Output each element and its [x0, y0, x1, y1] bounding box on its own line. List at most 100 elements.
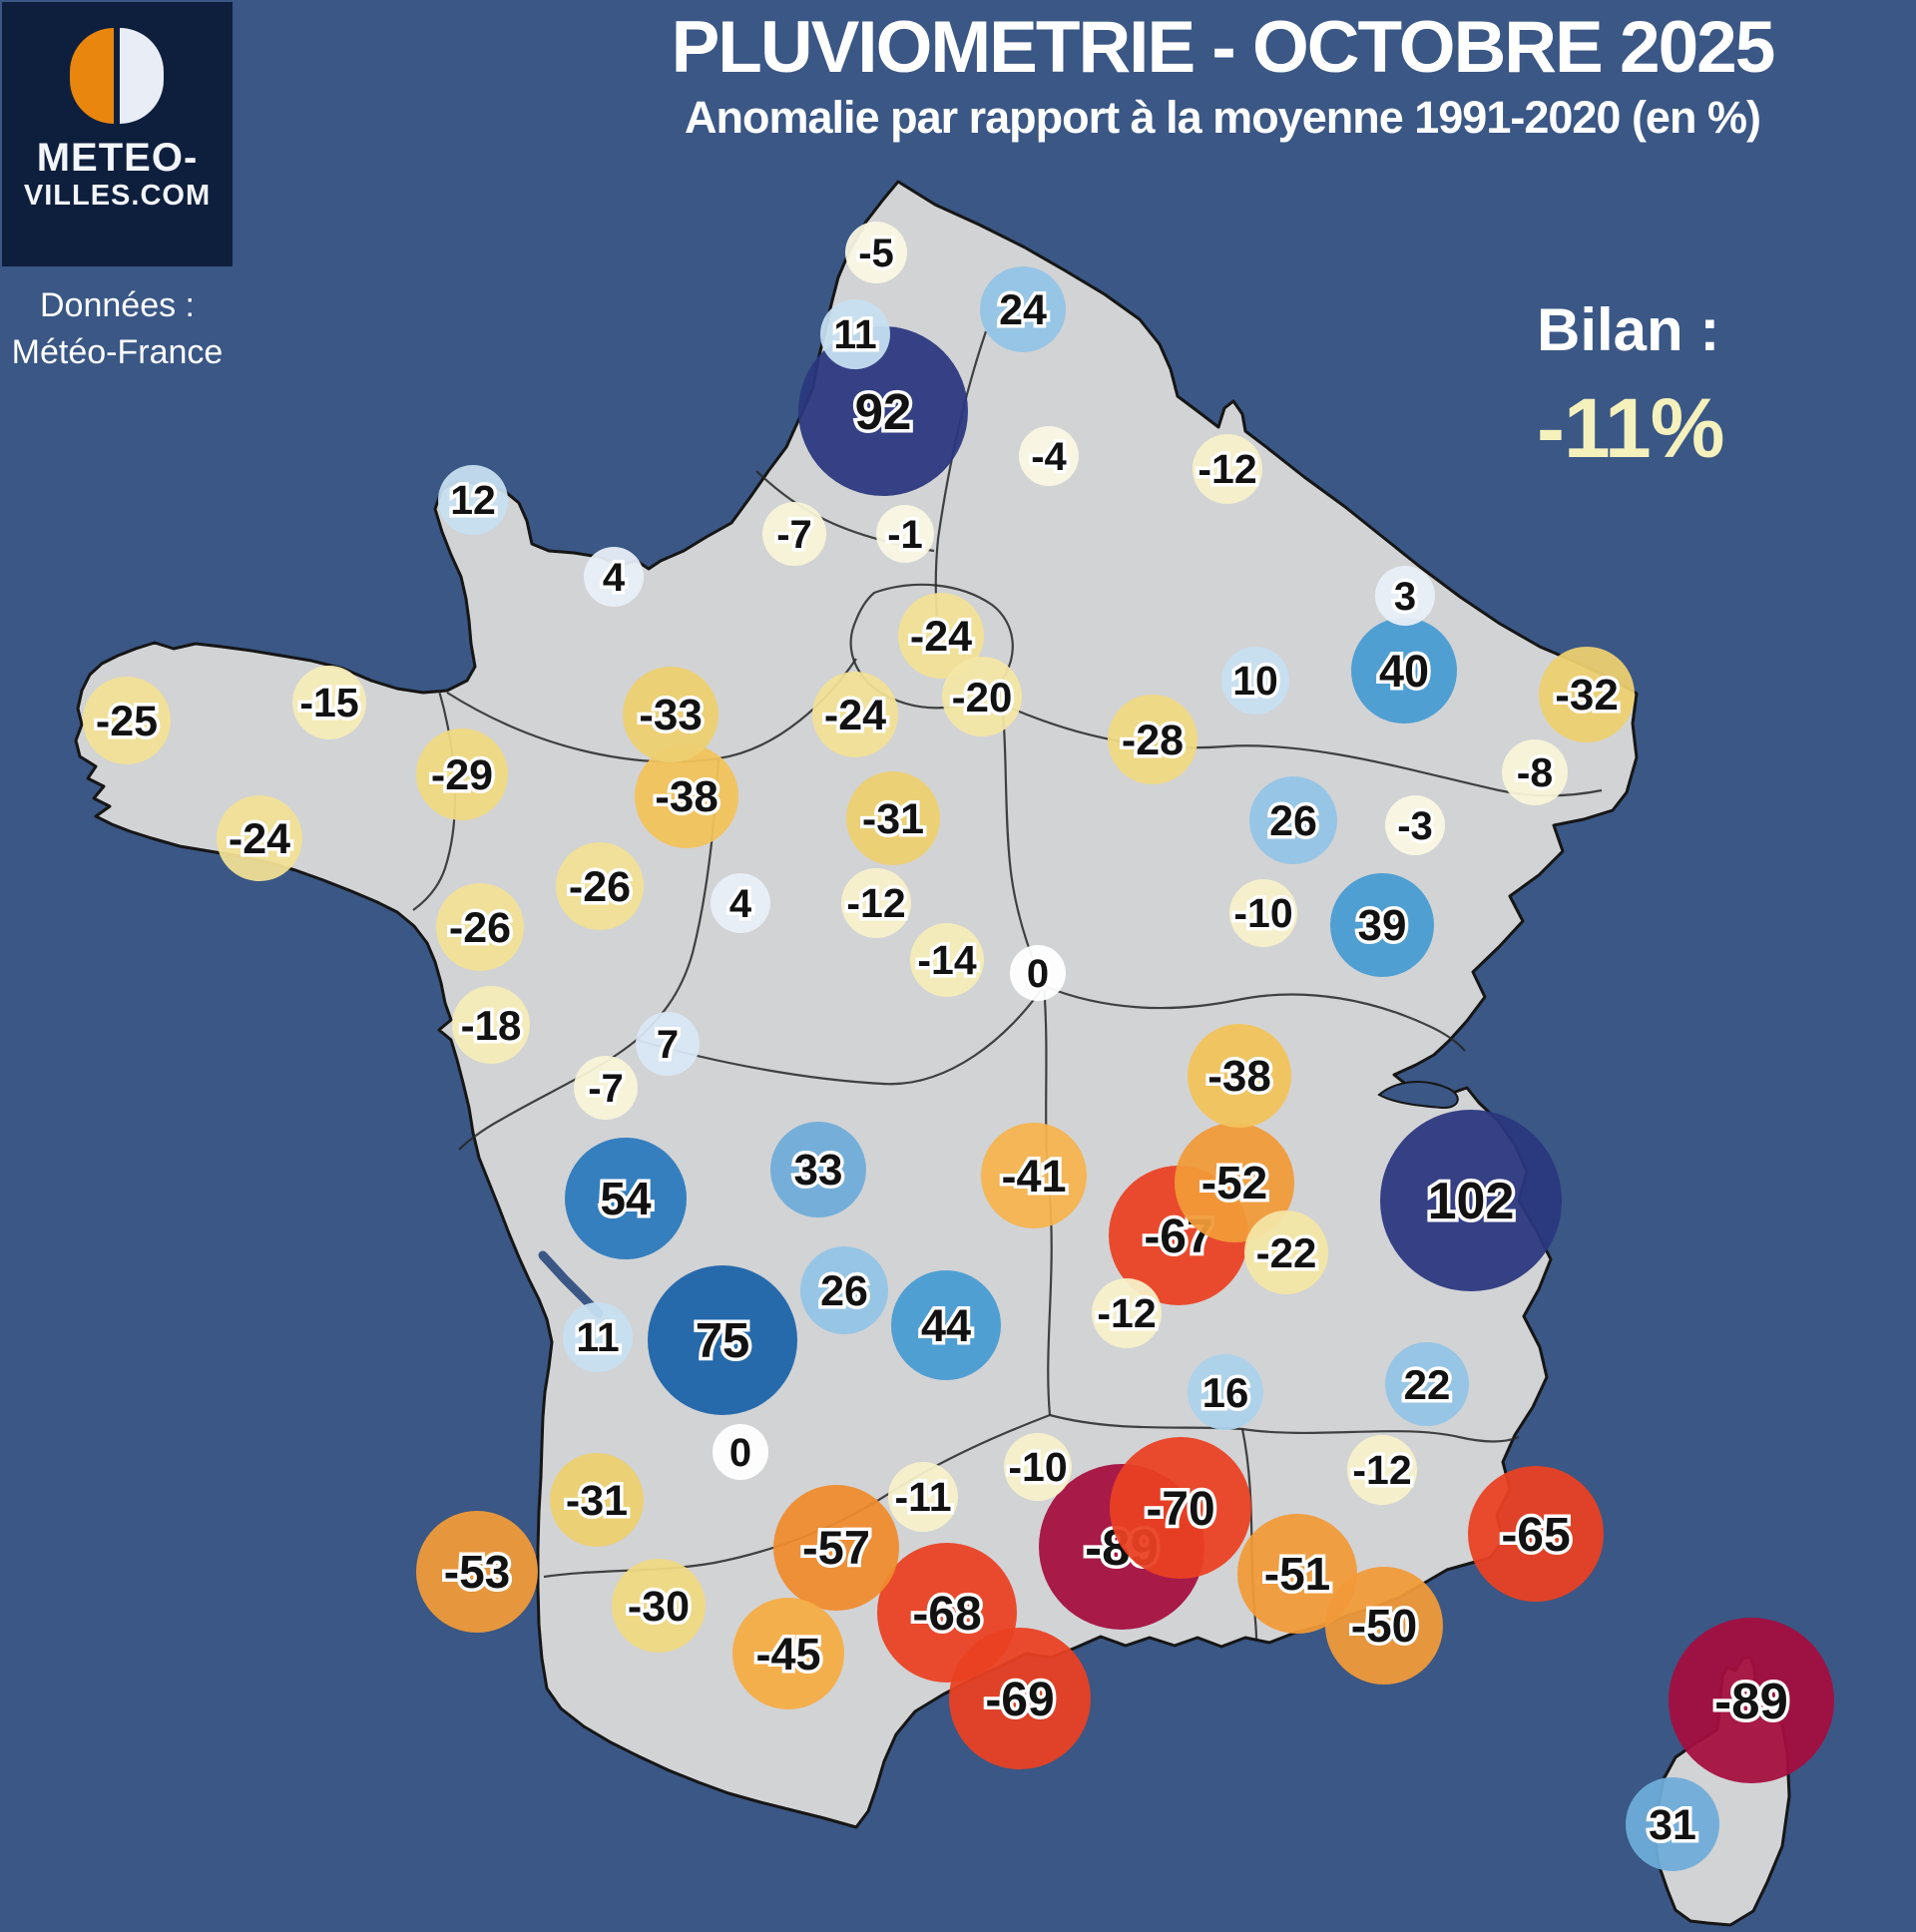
anomaly-bubble: 0 — [713, 1424, 768, 1480]
anomaly-bubble: -32 — [1539, 647, 1635, 742]
bubble-value: -12 — [1198, 446, 1256, 492]
bubble-value: -31 — [566, 1477, 628, 1525]
anomaly-bubble: -24 — [812, 672, 898, 757]
anomaly-bubble: -15 — [292, 666, 366, 739]
bubble-value: 75 — [696, 1314, 750, 1368]
anomaly-bubble: -26 — [556, 842, 644, 930]
data-source-line2: Météo-France — [11, 332, 224, 371]
bubble-value: 11 — [576, 1314, 619, 1360]
anomaly-bubble: -28 — [1108, 695, 1198, 784]
anomaly-bubble: -31 — [846, 771, 940, 865]
anomaly-bubble: 24 — [980, 266, 1066, 352]
bubble-value: 4 — [729, 882, 752, 926]
bubble-value: -29 — [431, 751, 493, 799]
bubble-value: 26 — [820, 1267, 868, 1315]
meteo-villes-logo-icon — [69, 28, 166, 124]
bubble-value: -10 — [1233, 890, 1292, 936]
anomaly-bubble: -30 — [612, 1559, 706, 1653]
anomaly-bubble: -57 — [773, 1485, 899, 1611]
bubble-value: -14 — [917, 937, 976, 983]
anomaly-bubble: -12 — [841, 868, 911, 938]
bubble-value: -10 — [1008, 1444, 1067, 1490]
bubble-value: -38 — [1207, 1052, 1271, 1101]
anomaly-bubble: 11 — [820, 299, 890, 369]
anomaly-bubble: -31 — [550, 1453, 644, 1547]
bubble-value: -11 — [895, 1474, 952, 1520]
anomaly-bubble: -52 — [1175, 1123, 1294, 1242]
bubble-value: 7 — [657, 1023, 679, 1067]
bubble-value: 11 — [833, 311, 876, 357]
anomaly-bubble: -38 — [1188, 1024, 1291, 1128]
data-source-line1: Données : — [40, 286, 195, 324]
anomaly-bubble: -50 — [1325, 1567, 1443, 1685]
brand-line2: VILLES.COM — [23, 180, 212, 212]
bubble-value: 16 — [1202, 1369, 1249, 1416]
bubble-value: -1 — [887, 513, 923, 557]
anomaly-bubble: -12 — [1193, 434, 1262, 504]
anomaly-bubble: 3 — [1375, 566, 1435, 626]
anomaly-bubble: 102 — [1380, 1110, 1562, 1291]
bubble-value: -69 — [985, 1674, 1054, 1726]
bubble-value: -12 — [846, 880, 905, 926]
bubble-value: -4 — [1031, 435, 1067, 479]
bubble-value: 44 — [921, 1300, 971, 1351]
anomaly-bubble: -70 — [1110, 1437, 1251, 1579]
bubble-value: -30 — [628, 1583, 690, 1631]
anomaly-bubble: -22 — [1244, 1210, 1328, 1294]
bubble-value: 24 — [999, 286, 1047, 334]
anomaly-bubble: -7 — [574, 1056, 638, 1120]
bubble-value: 3 — [1394, 575, 1416, 619]
anomaly-bubble: -3 — [1385, 795, 1445, 855]
data-source: Données : Météo-France — [2, 282, 233, 376]
anomaly-bubble: 54 — [565, 1138, 687, 1259]
anomaly-bubble: 22 — [1385, 1342, 1469, 1426]
bubble-value: 4 — [603, 556, 626, 600]
anomaly-bubble: -26 — [436, 883, 524, 971]
bubble-value: -28 — [1122, 717, 1184, 764]
bubble-value: -26 — [449, 904, 511, 952]
bubble-value: -45 — [755, 1629, 820, 1680]
anomaly-bubble: 10 — [1221, 647, 1289, 715]
bubble-value: -24 — [824, 692, 886, 739]
bubble-value: 22 — [1404, 1361, 1451, 1408]
bubble-value: -31 — [862, 795, 924, 843]
bubble-value: -52 — [1201, 1157, 1267, 1208]
anomaly-bubble: 4 — [711, 873, 770, 933]
anomaly-bubble: 26 — [800, 1246, 888, 1334]
anomaly-bubble: -10 — [1229, 879, 1297, 947]
anomaly-bubble: -24 — [217, 795, 302, 881]
anomaly-bubble: 39 — [1330, 873, 1434, 977]
anomaly-bubble: -14 — [910, 923, 984, 997]
anomaly-bubble: -38 — [635, 744, 738, 848]
bubble-value: 0 — [729, 1431, 751, 1475]
bubble-value: 92 — [855, 383, 912, 440]
anomaly-bubble: -68 — [877, 1543, 1017, 1683]
anomaly-bubble: -33 — [623, 667, 718, 762]
bubble-value: -50 — [1351, 1600, 1417, 1652]
bubble-value: -8 — [1517, 749, 1553, 795]
bubble-value: -24 — [910, 613, 972, 661]
bubble-value: 26 — [1269, 797, 1317, 845]
anomaly-bubble: 44 — [891, 1270, 1001, 1380]
anomaly-bubble: -8 — [1502, 739, 1568, 805]
anomaly-bubble: -53 — [416, 1511, 538, 1633]
anomaly-bubble: 26 — [1249, 776, 1337, 864]
bubble-value: -3 — [1397, 804, 1433, 848]
anomaly-bubble: -4 — [1019, 426, 1079, 486]
bubble-value: 10 — [1232, 658, 1278, 704]
bubble-value: -12 — [1352, 1447, 1411, 1493]
bubble-value: 0 — [1027, 952, 1049, 996]
anomaly-bubble: -89 — [1669, 1618, 1834, 1783]
anomaly-bubble: -1 — [876, 505, 934, 563]
anomaly-bubble: -65 — [1468, 1466, 1604, 1602]
anomaly-bubble: 75 — [648, 1265, 797, 1415]
bubble-value: -32 — [1555, 671, 1619, 720]
anomaly-bubble: -5 — [845, 222, 907, 283]
bubble-value: 33 — [794, 1146, 843, 1195]
bubble-value: -57 — [802, 1521, 870, 1574]
anomaly-bubble: -7 — [762, 502, 826, 566]
lake-geneva — [1377, 1081, 1459, 1110]
bubble-value: -65 — [1501, 1509, 1570, 1562]
